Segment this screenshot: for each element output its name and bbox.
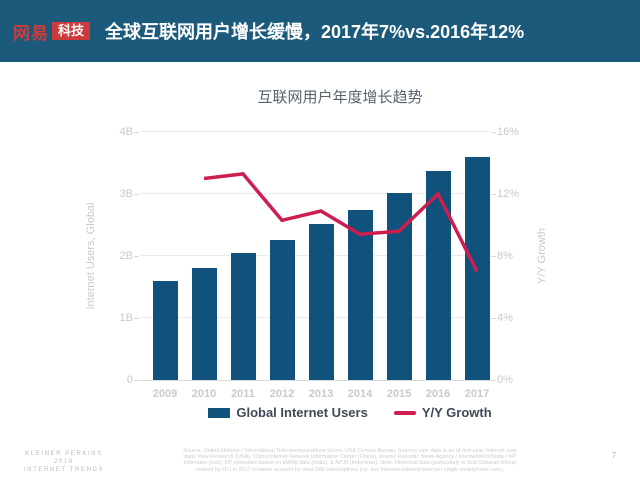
- brand-line: INTERNET TRENDS: [23, 467, 105, 473]
- source-line: revised by ITU in 2017 to better account…: [195, 466, 505, 473]
- growth-line-chart: [203, 172, 479, 273]
- gridline-0: [140, 380, 490, 381]
- x-label-2012: 2012: [269, 388, 295, 400]
- brand-line: 2018: [54, 459, 74, 465]
- bar-2012: [269, 239, 295, 380]
- x-label-2015: 2015: [386, 388, 412, 400]
- right-tick: [491, 194, 496, 195]
- y-tick-left-1B: 1B: [119, 312, 133, 324]
- bar-series-swatch: [208, 407, 231, 418]
- source-note: Source: United Nations / International T…: [150, 448, 550, 473]
- bar-2010: [191, 267, 217, 380]
- y-tick-left-4B: 4B: [119, 126, 133, 138]
- x-label-2009: 2009: [152, 388, 178, 400]
- bar-2009: [152, 280, 178, 380]
- y-tick-left-2B: 2B: [119, 250, 133, 262]
- right-tick: [491, 318, 496, 319]
- line-series-swatch: [393, 410, 416, 415]
- left-tick: [134, 132, 139, 133]
- left-tick: [134, 256, 139, 257]
- slide-title: 全球互联网用户增长缓慢，2017年7%vs.2016年12%: [105, 22, 525, 42]
- gridline-3B: [140, 193, 490, 194]
- kleiner-perkins-brand: KLEINER PERKINS 2018 INTERNET TRENDS: [16, 450, 112, 474]
- y-tick-left-3B: 3B: [119, 188, 133, 200]
- bar-2011: [230, 252, 256, 380]
- legend-item-line: Y/Y Growth: [393, 405, 492, 420]
- x-label-2014: 2014: [347, 388, 373, 400]
- y-tick-right-12%: 12%: [497, 188, 520, 200]
- gridline-4B: [140, 131, 490, 132]
- y-tick-left-0: 0: [126, 374, 133, 386]
- bar-2016: [425, 171, 451, 380]
- header-bar: 网易 科技 全球互联网用户增长缓慢，2017年7%vs.2016年12%: [0, 0, 640, 62]
- plot-area: [140, 131, 490, 381]
- page-number: 7: [611, 451, 617, 460]
- legend-item-bar: Global Internet Users: [208, 405, 368, 420]
- logo-brand-text: 网易: [13, 23, 49, 43]
- brand-line: KLEINER PERKINS: [25, 451, 103, 457]
- left-tick: [134, 194, 139, 195]
- y-tick-right-16%: 16%: [497, 126, 520, 138]
- x-label-2017: 2017: [464, 388, 490, 400]
- bar-2014: [347, 210, 373, 380]
- x-label-2013: 2013: [308, 388, 334, 400]
- legend-line-label: Y/Y Growth: [421, 405, 492, 420]
- left-tick: [134, 318, 139, 319]
- source-line: estimates (Iran), KP estimates based on …: [183, 460, 517, 467]
- right-tick: [491, 380, 496, 381]
- left-tick: [134, 380, 139, 381]
- x-label-2016: 2016: [425, 388, 451, 400]
- x-label-2011: 2011: [231, 388, 255, 400]
- right-tick: [491, 256, 496, 257]
- x-label-2010: 2010: [191, 388, 217, 400]
- source-line: data: Pew Research (USA), China Internet…: [184, 454, 516, 461]
- legend-bar-label: Global Internet Users: [236, 405, 368, 420]
- logo-sub-badge: 科技: [52, 22, 91, 40]
- y-tick-right-0%: 0%: [497, 374, 513, 386]
- y-tick-right-8%: 8%: [497, 250, 513, 262]
- netease-tech-logo: 网易 科技: [13, 19, 91, 44]
- chart-title: 互联网用户年度增长趋势: [257, 89, 423, 106]
- legend: Global Internet Users Y/Y Growth: [140, 405, 560, 420]
- source-line: Source: United Nations / International T…: [183, 448, 517, 454]
- y-tick-right-4%: 4%: [497, 312, 513, 324]
- bar-2013: [308, 224, 334, 380]
- growth-line: [203, 172, 479, 273]
- right-tick: [491, 132, 496, 133]
